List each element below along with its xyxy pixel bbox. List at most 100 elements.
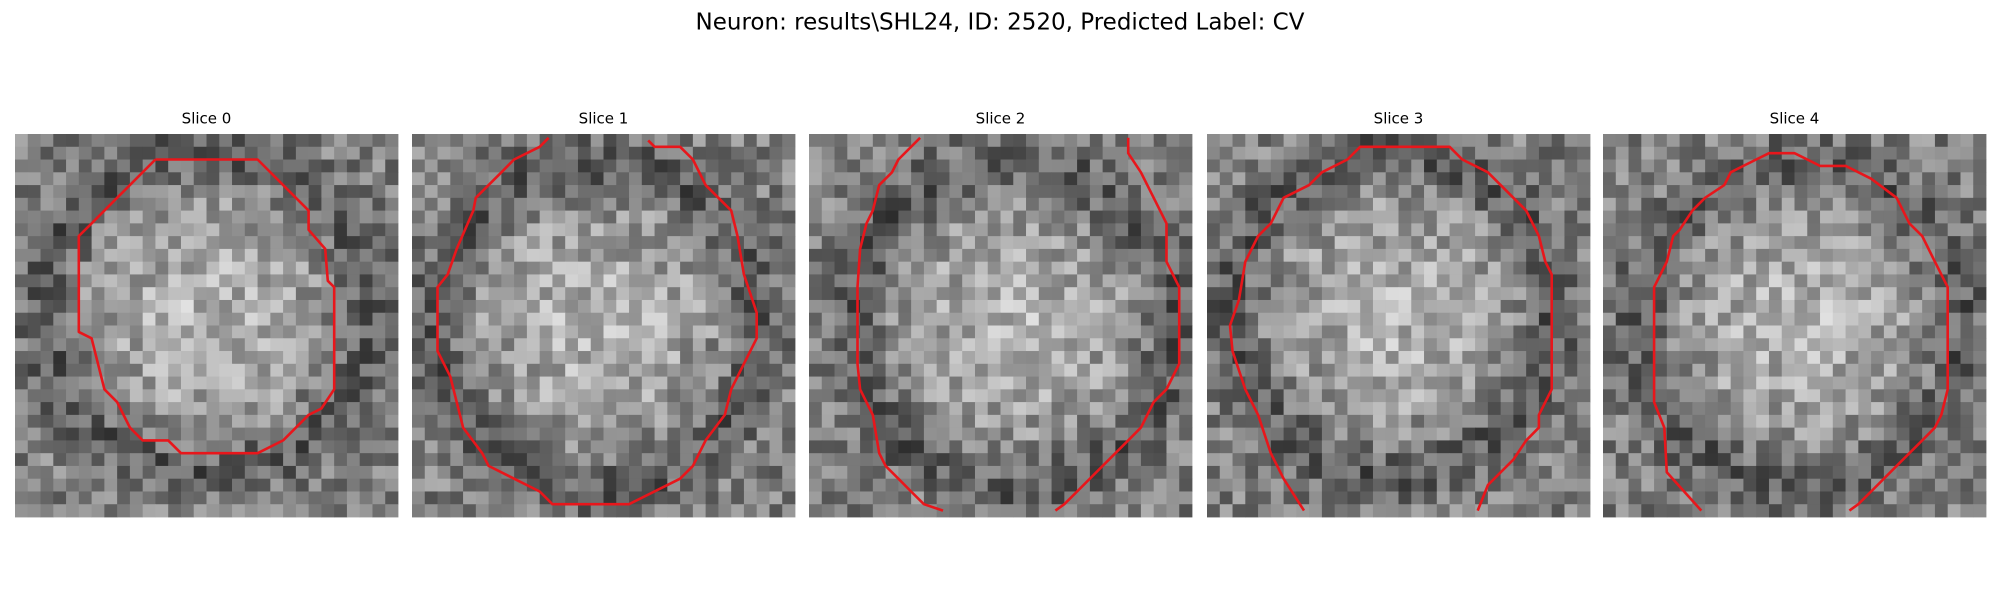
pixel xyxy=(1538,363,1553,377)
pixel xyxy=(616,440,630,454)
pixel xyxy=(1781,312,1795,326)
pixel xyxy=(1871,248,1885,263)
pixel xyxy=(603,287,617,301)
pixel xyxy=(1705,287,1719,301)
pixel xyxy=(1500,134,1514,148)
pixel xyxy=(1347,134,1361,148)
pixel xyxy=(1207,504,1221,518)
pixel xyxy=(1564,465,1578,480)
pixel xyxy=(539,223,553,237)
pixel xyxy=(987,389,1001,403)
pixel xyxy=(680,248,694,263)
pixel xyxy=(1360,312,1374,326)
pixel xyxy=(705,491,719,505)
pixel xyxy=(372,478,386,492)
pixel xyxy=(911,172,925,186)
pixel xyxy=(949,312,963,326)
pixel xyxy=(1102,197,1116,211)
pixel xyxy=(346,185,361,199)
pixel xyxy=(1270,478,1284,492)
pixel xyxy=(885,478,899,492)
pixel xyxy=(1832,440,1846,454)
pixel xyxy=(949,453,963,467)
pixel xyxy=(1526,338,1540,352)
pixel xyxy=(142,261,156,275)
pixel xyxy=(1883,440,1898,454)
pixel xyxy=(809,236,823,250)
pixel xyxy=(359,312,373,326)
pixel xyxy=(1089,363,1104,377)
pixel xyxy=(1641,299,1655,314)
pixel xyxy=(577,134,592,148)
pixel xyxy=(1679,172,1693,186)
pixel xyxy=(680,504,694,518)
pixel xyxy=(308,210,322,224)
pixel xyxy=(1909,504,1923,518)
pixel xyxy=(1756,376,1770,390)
pixel xyxy=(1166,504,1180,518)
pixel xyxy=(53,312,67,326)
pixel xyxy=(1883,134,1898,148)
pixel xyxy=(1883,402,1898,416)
pixel xyxy=(923,261,938,275)
pixel xyxy=(1705,402,1719,416)
pixel xyxy=(552,185,566,199)
pixel xyxy=(552,134,566,148)
pixel xyxy=(1487,159,1502,173)
pixel xyxy=(463,299,477,314)
pixel xyxy=(219,478,233,492)
pixel xyxy=(641,338,655,352)
pixel xyxy=(629,236,643,250)
pixel xyxy=(40,414,54,429)
pixel xyxy=(15,274,29,288)
pixel xyxy=(1166,389,1180,403)
pixel xyxy=(1666,134,1680,148)
pixel xyxy=(974,248,989,263)
pixel xyxy=(1321,491,1336,505)
pixel xyxy=(155,440,169,454)
pixel xyxy=(412,478,426,492)
pixel xyxy=(1128,453,1142,467)
pixel xyxy=(1270,185,1284,199)
pixel xyxy=(1334,414,1348,429)
pixel xyxy=(334,351,348,365)
pixel xyxy=(1026,427,1040,441)
pixel xyxy=(1909,248,1923,263)
pixel xyxy=(53,414,67,429)
pixel xyxy=(860,338,874,352)
pixel xyxy=(1026,146,1040,160)
pixel xyxy=(1064,146,1078,160)
pixel xyxy=(898,159,912,173)
pixel xyxy=(1564,351,1578,365)
pixel xyxy=(91,427,105,441)
pixel xyxy=(1385,172,1399,186)
pixel xyxy=(539,453,553,467)
pixel xyxy=(1820,146,1834,160)
pixel xyxy=(1513,223,1527,237)
pixel xyxy=(437,478,451,492)
pixel xyxy=(385,478,399,492)
pixel xyxy=(821,351,835,365)
pixel xyxy=(1013,389,1027,403)
pixel xyxy=(1347,287,1361,301)
pixel xyxy=(424,274,438,288)
pixel xyxy=(270,210,284,224)
pixel xyxy=(1321,465,1336,480)
pixel xyxy=(1064,478,1078,492)
pixel xyxy=(769,440,783,454)
pixel xyxy=(346,248,361,263)
pixel xyxy=(1807,427,1821,441)
pixel xyxy=(155,223,169,237)
pixel xyxy=(654,453,668,467)
pixel xyxy=(168,172,182,186)
pixel xyxy=(40,427,54,441)
pixel xyxy=(552,248,566,263)
pixel xyxy=(1641,338,1655,352)
pixel xyxy=(629,465,643,480)
pixel xyxy=(1179,402,1193,416)
pixel xyxy=(334,465,348,480)
pixel xyxy=(821,376,835,390)
pixel xyxy=(1564,389,1578,403)
pixel xyxy=(1309,134,1323,148)
pixel xyxy=(1934,351,1949,365)
